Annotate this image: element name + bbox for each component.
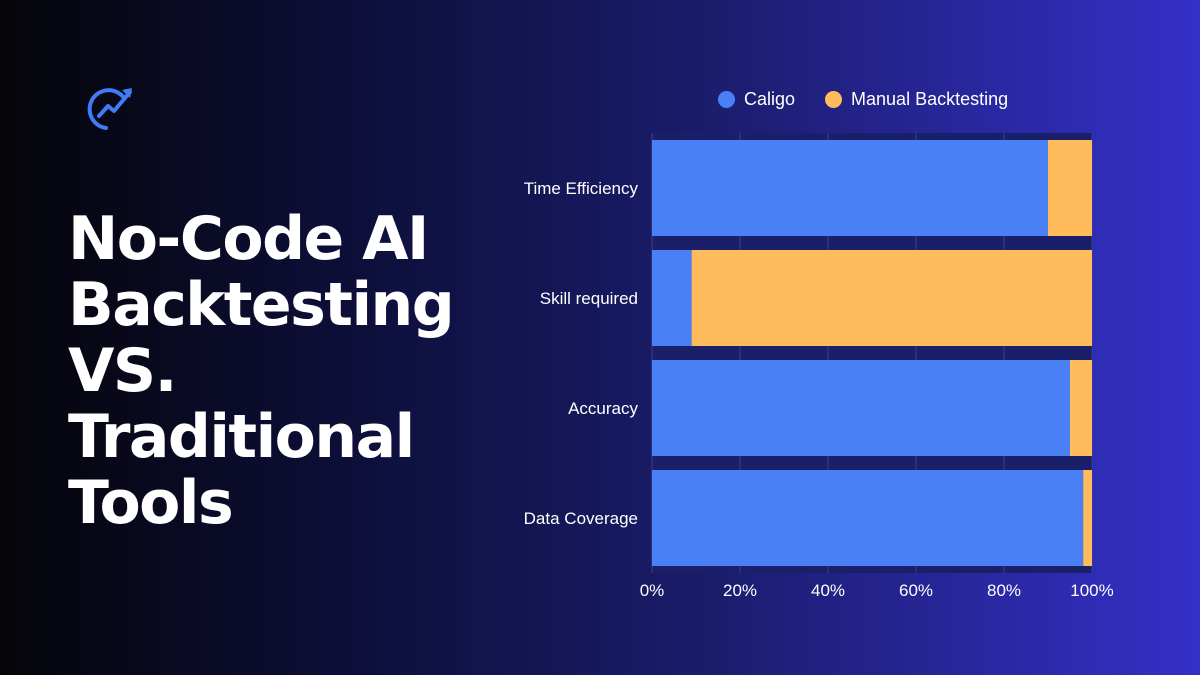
bar-caligo (652, 140, 1048, 236)
title-line: No-Code AI (68, 204, 429, 274)
title-line: Backtesting (68, 270, 455, 340)
category-label: Time Efficiency (524, 179, 639, 198)
title-line: VS. (68, 336, 177, 406)
bar-manual (1070, 360, 1092, 456)
x-tick-label: 0% (640, 581, 665, 600)
x-tick-label: 40% (811, 581, 845, 600)
bar-manual (691, 250, 1092, 346)
legend-item-caligo: Caligo (718, 89, 795, 110)
logo-icon (86, 84, 136, 134)
title-line: Tools (68, 468, 234, 538)
legend-swatch (718, 91, 735, 108)
bar-caligo (652, 360, 1070, 456)
category-label: Accuracy (568, 399, 638, 418)
x-tick-label: 100% (1070, 581, 1113, 600)
legend-swatch (825, 91, 843, 108)
category-label: Skill required (540, 289, 638, 308)
legend-item-manual: Manual Backtesting (825, 89, 1008, 110)
bar-manual (1048, 140, 1092, 236)
bar-caligo (652, 470, 1084, 566)
bar-caligo (652, 250, 692, 346)
legend-label: Caligo (744, 89, 796, 109)
x-tick-label: 60% (899, 581, 933, 600)
chart-legend: Caligo Manual Backtesting (718, 89, 1038, 110)
title-line: Traditional (68, 402, 415, 472)
x-tick-label: 80% (987, 581, 1021, 600)
category-label: Data Coverage (524, 509, 638, 528)
bar-manual (1083, 470, 1092, 566)
legend-label: Manual Backtesting (851, 89, 1009, 109)
page-title: No-Code AI Backtesting VS. Traditional T… (68, 206, 468, 536)
x-tick-label: 20% (723, 581, 757, 600)
